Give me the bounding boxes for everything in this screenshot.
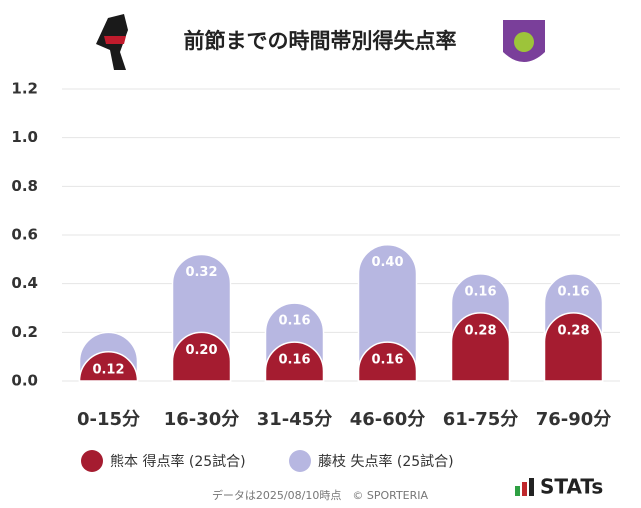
chart-title: 前節までの時間帯別得失点率 bbox=[184, 29, 457, 53]
y-tick-label: 0.4 bbox=[11, 274, 38, 292]
x-tick-label: 61-75分 bbox=[443, 409, 519, 430]
value-label: 0.20 bbox=[185, 343, 217, 358]
footer: データは2025/08/10時点 © SPORTERIA bbox=[212, 488, 429, 502]
bar-segment bbox=[543, 312, 604, 382]
legend-marker bbox=[81, 450, 103, 472]
legend-label: 藤枝 失点率 (25試合) bbox=[318, 453, 454, 470]
value-label: 0.28 bbox=[464, 323, 496, 338]
bar-segment bbox=[171, 331, 232, 382]
bar-segment bbox=[264, 341, 325, 382]
y-tick-label: 0.8 bbox=[11, 177, 38, 195]
x-tick-label: 76-90分 bbox=[536, 409, 612, 430]
legend-marker bbox=[289, 450, 311, 472]
value-label: 0.16 bbox=[278, 314, 310, 329]
home-logo bbox=[96, 14, 128, 70]
brand: STATs bbox=[540, 475, 603, 499]
y-tick-label: 1.0 bbox=[11, 128, 38, 146]
bar-segment bbox=[78, 351, 139, 382]
x-tick-label: 31-45分 bbox=[257, 409, 333, 430]
y-tick-label: 1.2 bbox=[11, 80, 38, 98]
value-label: 0.16 bbox=[464, 284, 496, 299]
away-logo bbox=[503, 20, 545, 62]
y-tick-label: 0.2 bbox=[11, 323, 38, 341]
value-label: 0.12 bbox=[92, 362, 124, 377]
value-label: 0.16 bbox=[371, 353, 403, 368]
value-label: 0.16 bbox=[557, 284, 589, 299]
x-tick-label: 16-30分 bbox=[164, 409, 240, 430]
bar-segment bbox=[357, 341, 418, 382]
y-tick-label: 0.6 bbox=[11, 226, 38, 244]
y-tick-label: 0.0 bbox=[11, 372, 38, 390]
x-tick-label: 0-15分 bbox=[77, 409, 140, 430]
value-label: 0.40 bbox=[371, 255, 403, 270]
value-label: 0.32 bbox=[185, 265, 217, 280]
legend-label: 熊本 得点率 (25試合) bbox=[110, 453, 246, 470]
value-label: 0.16 bbox=[278, 353, 310, 368]
value-label: 0.28 bbox=[557, 323, 589, 338]
bar-segment bbox=[450, 312, 511, 382]
x-tick-label: 46-60分 bbox=[350, 409, 426, 430]
brand-logo: STATs bbox=[515, 475, 603, 499]
